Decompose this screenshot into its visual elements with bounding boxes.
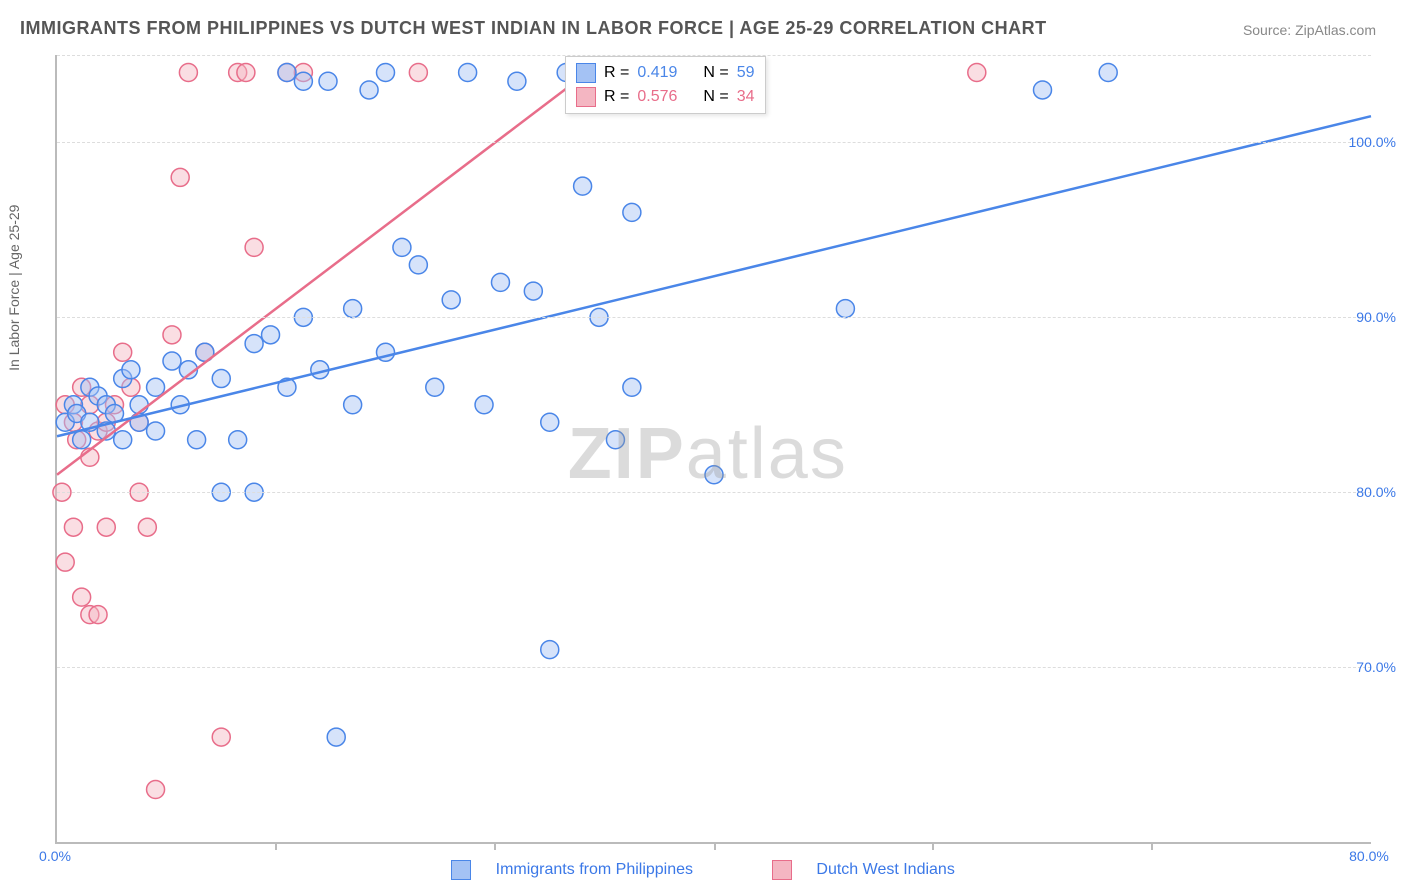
r-value-1: 0.419 <box>637 64 677 82</box>
trend-line <box>57 116 1371 436</box>
data-point <box>508 72 526 90</box>
data-point <box>73 431 91 449</box>
data-point <box>409 63 427 81</box>
y-tick-label: 80.0% <box>1356 484 1396 500</box>
data-point <box>1099 63 1117 81</box>
bottom-legend: Immigrants from Philippines Dutch West I… <box>0 860 1406 880</box>
y-tick-label: 100.0% <box>1349 134 1396 150</box>
x-minor-tick <box>714 842 716 850</box>
data-point <box>163 326 181 344</box>
x-tick-label: 0.0% <box>39 848 71 864</box>
swatch-series2 <box>576 87 596 107</box>
data-point <box>171 168 189 186</box>
trend-line <box>57 64 599 475</box>
data-point <box>56 553 74 571</box>
data-point <box>574 177 592 195</box>
bottom-label-2: Dutch West Indians <box>816 861 954 878</box>
bottom-label-1: Immigrants from Philippines <box>496 861 693 878</box>
data-point <box>606 431 624 449</box>
data-point <box>623 203 641 221</box>
x-minor-tick <box>1151 842 1153 850</box>
data-point <box>705 466 723 484</box>
scatter-plot-svg <box>57 55 1371 842</box>
data-point <box>393 238 411 256</box>
data-point <box>409 256 427 274</box>
data-point <box>524 282 542 300</box>
data-point <box>245 238 263 256</box>
data-point <box>229 431 247 449</box>
data-point <box>114 431 132 449</box>
gridline-h <box>57 317 1371 318</box>
data-point <box>188 431 206 449</box>
data-point <box>122 361 140 379</box>
data-point <box>294 72 312 90</box>
data-point <box>89 606 107 624</box>
data-point <box>623 378 641 396</box>
data-point <box>138 518 156 536</box>
x-minor-tick <box>494 842 496 850</box>
data-point <box>344 396 362 414</box>
data-point <box>73 588 91 606</box>
data-point <box>541 641 559 659</box>
data-point <box>147 422 165 440</box>
chart-plot-area: ZIPatlas <box>55 55 1371 844</box>
n-label-2: N = <box>703 88 728 106</box>
data-point <box>212 370 230 388</box>
data-point <box>968 63 986 81</box>
data-point <box>836 300 854 318</box>
swatch-series1 <box>576 63 596 83</box>
data-point <box>245 335 263 353</box>
data-point <box>278 63 296 81</box>
data-point <box>319 72 337 90</box>
data-point <box>97 518 115 536</box>
data-point <box>179 63 197 81</box>
data-point <box>1034 81 1052 99</box>
data-point <box>237 63 255 81</box>
data-point <box>147 378 165 396</box>
data-point <box>541 413 559 431</box>
r-label-1: R = <box>604 64 629 82</box>
data-point <box>163 352 181 370</box>
gridline-h <box>57 142 1371 143</box>
n-label-1: N = <box>703 64 728 82</box>
data-point <box>442 291 460 309</box>
gridline-h <box>57 492 1371 493</box>
data-point <box>262 326 280 344</box>
bottom-swatch-2 <box>772 860 792 880</box>
data-point <box>212 728 230 746</box>
r-value-2: 0.576 <box>637 88 677 106</box>
data-point <box>459 63 477 81</box>
bottom-swatch-1 <box>451 860 471 880</box>
data-point <box>491 273 509 291</box>
x-minor-tick <box>275 842 277 850</box>
y-tick-label: 70.0% <box>1356 659 1396 675</box>
legend-row-series2: R = 0.576 N = 34 <box>576 85 755 109</box>
source-attribution: Source: ZipAtlas.com <box>1243 22 1376 38</box>
data-point <box>114 343 132 361</box>
data-point <box>426 378 444 396</box>
n-value-1: 59 <box>737 64 755 82</box>
data-point <box>327 728 345 746</box>
r-label-2: R = <box>604 88 629 106</box>
gridline-h <box>57 667 1371 668</box>
x-tick-label: 80.0% <box>1349 848 1389 864</box>
data-point <box>64 518 82 536</box>
x-minor-tick <box>932 842 934 850</box>
data-point <box>344 300 362 318</box>
legend-row-series1: R = 0.419 N = 59 <box>576 61 755 85</box>
data-point <box>360 81 378 99</box>
data-point <box>147 781 165 799</box>
data-point <box>475 396 493 414</box>
n-value-2: 34 <box>737 88 755 106</box>
chart-title: IMMIGRANTS FROM PHILIPPINES VS DUTCH WES… <box>20 18 1047 39</box>
data-point <box>377 63 395 81</box>
correlation-legend: R = 0.419 N = 59 R = 0.576 N = 34 <box>565 56 766 114</box>
y-tick-label: 90.0% <box>1356 309 1396 325</box>
y-axis-label: In Labor Force | Age 25-29 <box>6 205 22 371</box>
